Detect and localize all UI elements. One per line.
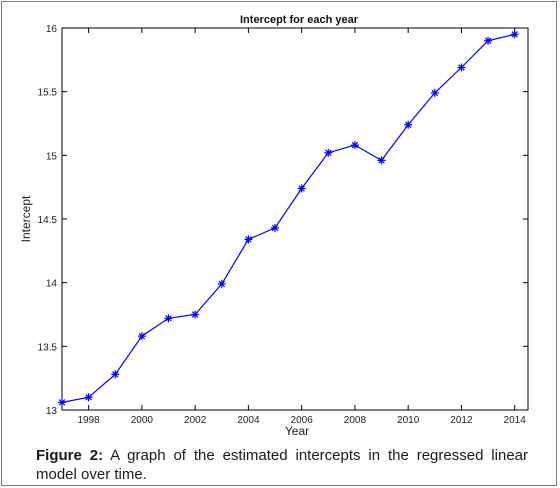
y-tick-label: 13.5 — [38, 342, 58, 353]
axis-ticks: 1998 2000 2002 2004 2006 2008 2010 2012 2014 13 13… — [38, 24, 528, 426]
x-tick-label: 1998 — [78, 415, 101, 426]
x-axis-label: Year — [285, 424, 309, 438]
data-point-marker — [271, 223, 280, 232]
y-tick-label: 13 — [46, 406, 58, 417]
data-point-marker — [510, 30, 519, 39]
figure-caption: Figure 2: A graph of the estimated inter… — [36, 446, 528, 484]
data-point-marker — [457, 63, 466, 72]
chart-title: Intercept for each year — [240, 14, 359, 26]
data-point-marker — [350, 141, 359, 150]
data-point-marker — [164, 314, 173, 323]
data-point-marker — [430, 88, 439, 97]
data-point-marker — [324, 148, 333, 157]
y-tick-label: 16 — [46, 24, 58, 35]
data-point-marker — [244, 235, 253, 244]
y-tick-label: 15 — [46, 151, 58, 162]
y-tick-label: 14.5 — [38, 215, 58, 226]
data-point-marker — [84, 393, 93, 402]
data-point-marker — [191, 310, 200, 319]
y-axis-label: Intercept — [19, 195, 33, 242]
y-tick-label: 15.5 — [38, 88, 58, 99]
data-point-marker — [217, 279, 226, 288]
data-point-marker — [377, 156, 386, 165]
data-point-marker — [484, 36, 493, 45]
data-point-marker — [111, 370, 120, 379]
x-tick-label: 2004 — [237, 415, 260, 426]
x-tick-label: 2000 — [131, 415, 154, 426]
x-tick-label: 2008 — [344, 415, 367, 426]
x-tick-label: 2014 — [504, 415, 527, 426]
y-tick-label: 14 — [46, 279, 58, 290]
data-point-marker — [58, 398, 66, 407]
series-layer — [58, 30, 519, 407]
x-tick-label: 2002 — [184, 415, 207, 426]
caption-text: A graph of the estimated intercepts in t… — [36, 447, 528, 483]
x-tick-label: 2010 — [397, 415, 420, 426]
series-line — [61, 33, 515, 403]
line-chart: Intercept for each year 1998 2000 2002 2004… — [19, 14, 529, 438]
plot-area — [61, 27, 529, 411]
x-tick-label: 2012 — [450, 415, 473, 426]
x-tick-label: 2006 — [291, 415, 314, 426]
data-point-marker — [404, 120, 413, 129]
caption-label: Figure 2: — [36, 447, 104, 464]
data-point-marker — [137, 332, 146, 341]
data-point-marker — [297, 184, 306, 193]
